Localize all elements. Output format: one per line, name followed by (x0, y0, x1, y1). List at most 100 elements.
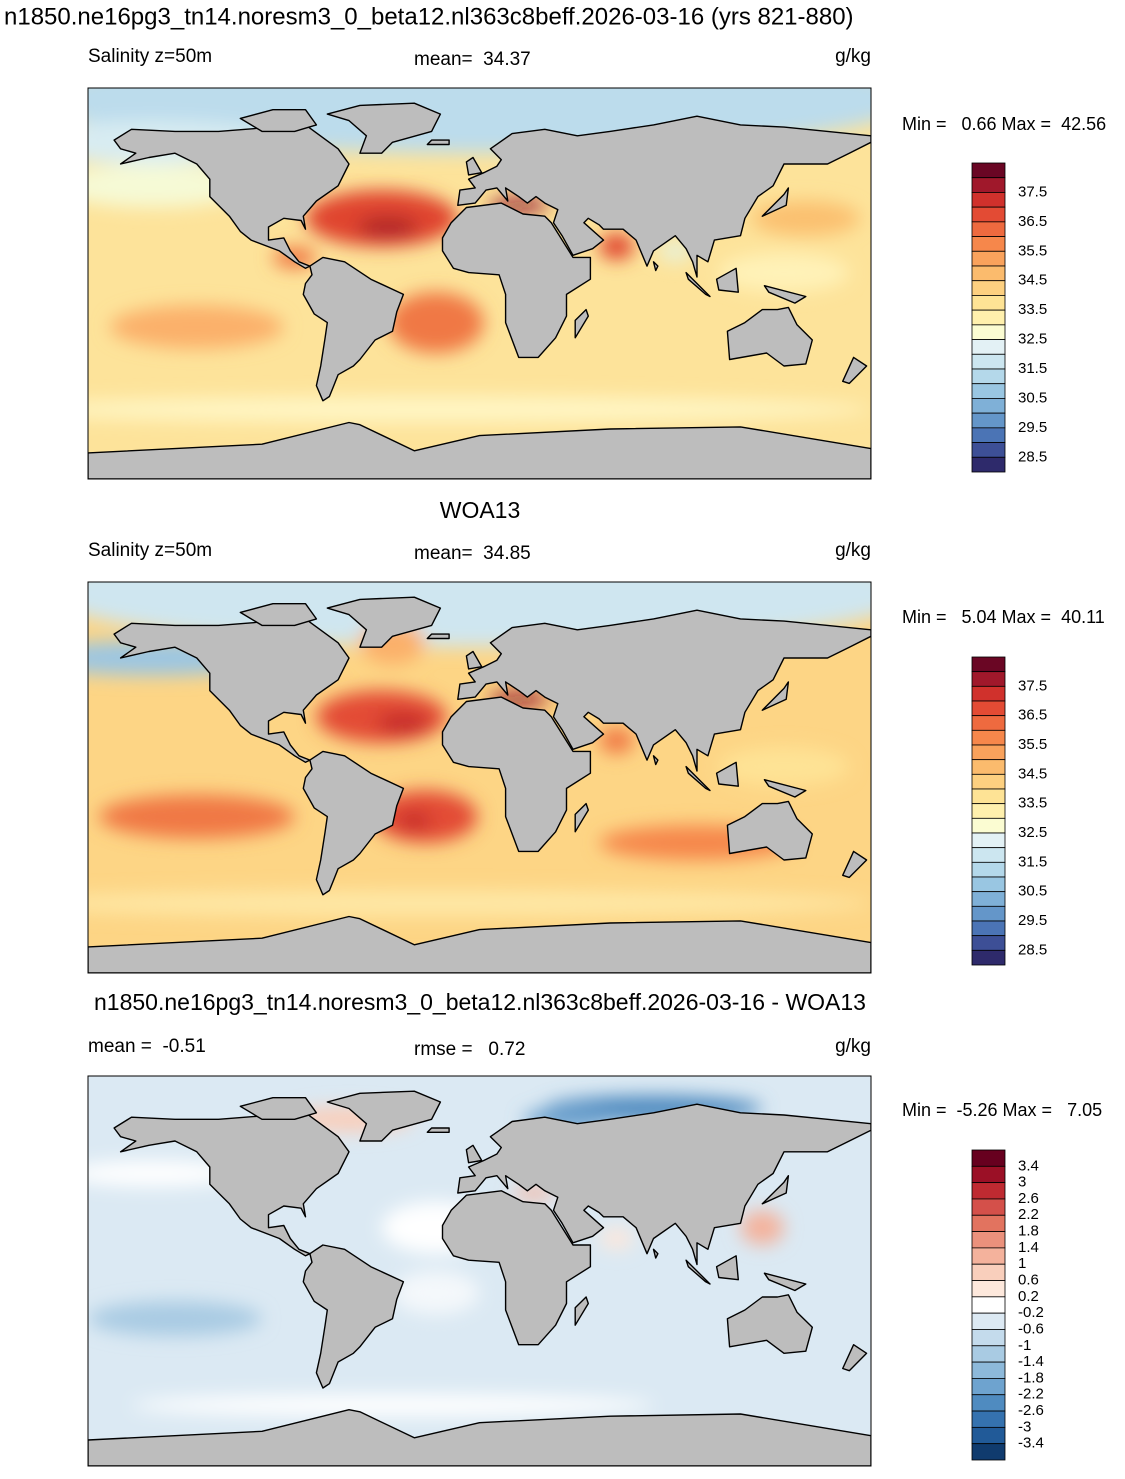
colorbar-box (971, 715, 1006, 731)
colorbar-box (971, 1165, 1006, 1184)
colorbar-box (971, 162, 1006, 179)
land (652, 1248, 659, 1259)
colorbar-box (971, 1345, 1006, 1363)
land (239, 603, 318, 627)
colorbar-box (971, 250, 1006, 267)
colorbar-box (971, 1296, 1006, 1314)
land (685, 271, 711, 298)
colorbar-box (971, 1182, 1006, 1200)
land (842, 1343, 868, 1372)
colorbar-label: 32.5 (1018, 824, 1047, 841)
field-blob (131, 1394, 654, 1417)
colorbar-box (971, 685, 1006, 702)
land (761, 681, 790, 711)
field-blob (357, 216, 419, 238)
colorbar-label: -1.8 (1018, 1369, 1044, 1386)
field-blob (88, 890, 871, 917)
colorbar-label: 36.5 (1018, 213, 1047, 230)
land (426, 139, 450, 146)
colorbar-box (971, 1312, 1006, 1330)
land (326, 1090, 442, 1142)
colorbar-box (971, 221, 1006, 237)
colorbar-box (971, 456, 1006, 473)
map (88, 1076, 871, 1466)
colorbar-box (971, 442, 1006, 458)
colorbar-box (971, 1410, 1006, 1428)
colorbar-box (971, 1263, 1006, 1281)
colorbar-box (971, 1361, 1006, 1379)
colorbar-label: 32.5 (1018, 331, 1047, 348)
colorbar-label: 29.5 (1018, 912, 1047, 929)
panel-title: n1850.ne16pg3_tn14.noresm3_0_beta12.nl36… (94, 989, 866, 1015)
field-blob (396, 812, 432, 830)
colorbar-label: 28.5 (1018, 448, 1047, 465)
colorbar-label: 28.5 (1018, 941, 1047, 958)
land (574, 802, 589, 833)
colorbar-label: 31.5 (1018, 360, 1047, 377)
colorbar-box (971, 192, 1006, 208)
units-label: g/kg (835, 46, 871, 67)
colorbar-label: -3.4 (1018, 1435, 1044, 1452)
field-blob (599, 1227, 634, 1250)
land (763, 285, 807, 304)
land (726, 800, 813, 861)
colorbar-box (971, 1149, 1006, 1167)
panel-stat-label: rmse = 0.72 (414, 1039, 525, 1060)
land (441, 202, 592, 359)
colorbar-box (971, 803, 1006, 819)
colorbar-label: 2.2 (1018, 1206, 1039, 1223)
colorbar-label: 33.5 (1018, 795, 1047, 812)
colorbar-box (971, 1378, 1006, 1396)
land (715, 267, 739, 293)
colorbar-box (971, 861, 1006, 878)
map-frame (87, 581, 872, 974)
min-max-label: Min = 5.04 Max = 40.11 (902, 607, 1105, 627)
field-blob (718, 253, 850, 293)
colorbar-box (971, 847, 1006, 863)
land (574, 1296, 589, 1326)
colorbar-label: 0.6 (1018, 1271, 1039, 1288)
colorbar-box (971, 920, 1006, 937)
colorbar-label: -2.2 (1018, 1386, 1044, 1403)
field-blob (740, 1210, 784, 1245)
colorbar-box (971, 1280, 1006, 1298)
colorbar-label: -3 (1018, 1418, 1031, 1435)
field-blob (316, 690, 447, 743)
min-max-label: Min = 0.66 Max = 42.56 (902, 114, 1106, 134)
colorbar-label: 33.5 (1018, 301, 1047, 318)
map (88, 582, 871, 973)
land (842, 356, 868, 385)
colorbar-box (971, 744, 1006, 761)
land (88, 1408, 871, 1466)
colorbar-label: 30.5 (1018, 883, 1047, 900)
map (88, 88, 871, 479)
land (113, 124, 350, 269)
units-label: g/kg (835, 1036, 871, 1057)
land (763, 1272, 807, 1292)
land (113, 618, 350, 763)
field-blob (388, 292, 484, 354)
colorbar-box (971, 656, 1006, 673)
land (302, 750, 405, 896)
field-blob (599, 233, 634, 260)
land (239, 1096, 318, 1121)
land (326, 102, 442, 154)
land (426, 633, 450, 640)
field-blob (392, 1271, 480, 1315)
units-label: g/kg (835, 540, 871, 561)
colorbar-box (971, 339, 1006, 355)
panel: n1850.ne16pg3_tn14.noresm3_0_beta12.nl36… (87, 989, 1102, 1467)
colorbar-box (971, 949, 1006, 966)
field-blob (88, 1160, 241, 1187)
colorbar-box (971, 206, 1006, 223)
figure-title: n1850.ne16pg3_tn14.noresm3_0_beta12.nl36… (4, 3, 854, 30)
colorbar-label: 2.6 (1018, 1190, 1039, 1207)
colorbar-box (971, 1214, 1006, 1232)
map-frame (87, 1075, 872, 1467)
colorbar-label: 30.5 (1018, 389, 1047, 406)
panel-left-label: Salinity z=50m (88, 46, 212, 67)
panel-left-label: Salinity z=50m (88, 540, 212, 561)
colorbar-label: 1 (1018, 1255, 1026, 1272)
colorbar-box (971, 236, 1006, 252)
